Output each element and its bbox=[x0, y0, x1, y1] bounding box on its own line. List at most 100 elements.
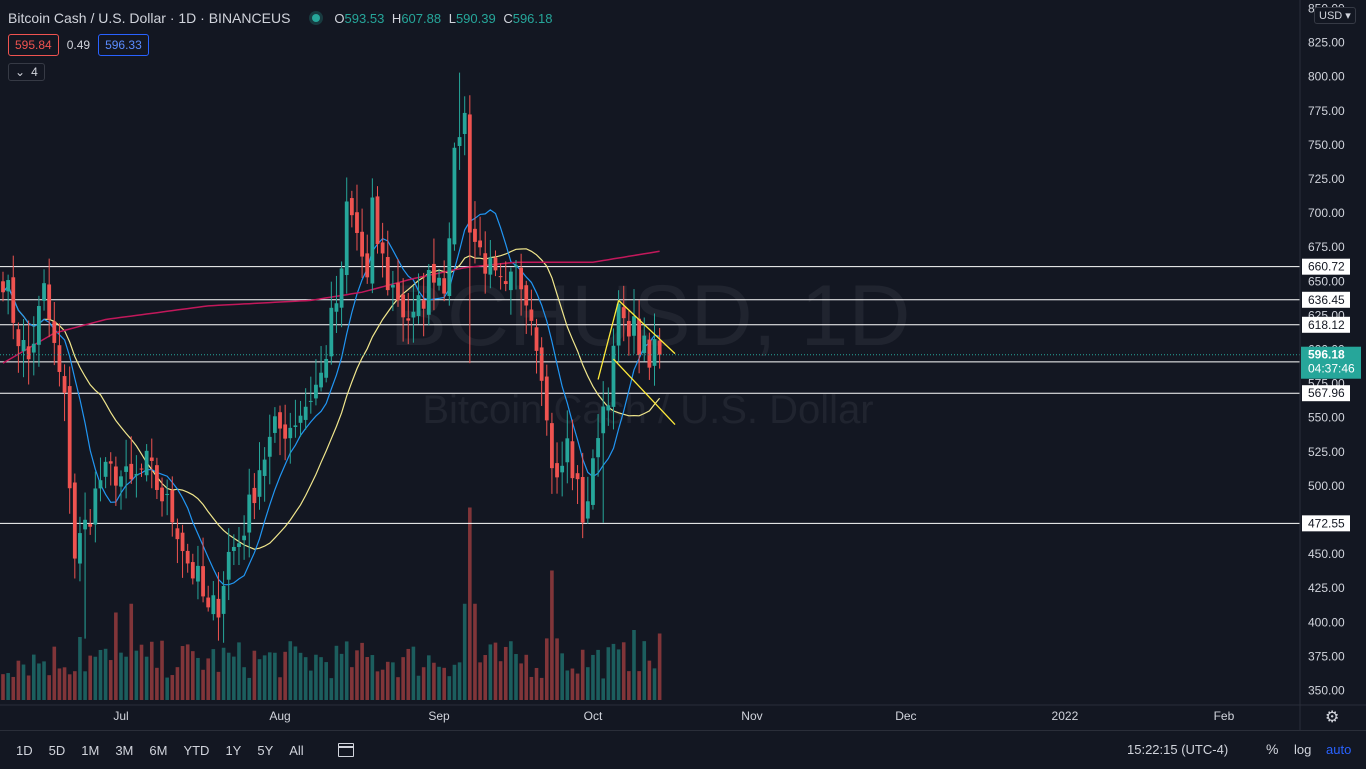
volume-bar bbox=[406, 648, 411, 700]
candle-body bbox=[237, 543, 241, 548]
candle-body bbox=[637, 318, 642, 356]
y-tick-label: 550.00 bbox=[1308, 411, 1345, 425]
y-tick-label: 700.00 bbox=[1308, 206, 1345, 220]
x-tick-label: Nov bbox=[741, 709, 762, 723]
candle-body bbox=[1, 281, 5, 293]
volume-bar bbox=[462, 603, 467, 700]
symbol-title[interactable]: Bitcoin Cash / U.S. Dollar · 1D · BINANC… bbox=[8, 10, 291, 26]
candle-body bbox=[611, 345, 616, 407]
candle-body bbox=[144, 450, 149, 476]
volume-bar bbox=[237, 642, 241, 700]
volume-bar bbox=[26, 675, 31, 700]
y-tick-label: 525.00 bbox=[1308, 445, 1345, 459]
sell-price-button[interactable]: 595.84 bbox=[8, 34, 59, 56]
level-label-box bbox=[1302, 316, 1350, 333]
candle-body bbox=[539, 347, 544, 381]
candle-body bbox=[6, 280, 11, 292]
candle-body bbox=[642, 335, 647, 354]
log-toggle[interactable]: log bbox=[1294, 742, 1312, 757]
indicators-toggle[interactable]: ⌄ 4 bbox=[8, 63, 45, 81]
candle-body bbox=[267, 436, 272, 457]
volume-bar bbox=[642, 641, 647, 700]
volume-bar bbox=[216, 671, 221, 700]
candle-body bbox=[324, 358, 329, 378]
buy-price-button[interactable]: 596.33 bbox=[98, 34, 149, 56]
candle-body bbox=[647, 339, 652, 368]
percent-toggle[interactable]: % bbox=[1266, 741, 1279, 757]
volume-bar bbox=[370, 655, 375, 700]
candle-body bbox=[190, 562, 195, 579]
volume-bar bbox=[114, 612, 118, 700]
timeframe-3m[interactable]: 3M bbox=[115, 742, 134, 758]
candle-body bbox=[88, 524, 93, 527]
auto-toggle[interactable]: auto bbox=[1326, 742, 1352, 757]
y-tick-label: 400.00 bbox=[1308, 615, 1345, 629]
volume-bar bbox=[37, 663, 41, 700]
volume-bar bbox=[580, 649, 585, 700]
candle-body bbox=[155, 465, 159, 490]
volume-bar bbox=[365, 657, 370, 700]
candle-body bbox=[108, 461, 113, 464]
timeframe-ytd[interactable]: YTD bbox=[183, 742, 210, 758]
candle-body bbox=[370, 197, 375, 284]
level-label-box bbox=[1302, 515, 1350, 532]
indicators-count: 4 bbox=[31, 65, 38, 79]
candle-body bbox=[83, 519, 87, 530]
flag-lower-line bbox=[612, 358, 676, 425]
volume-bar bbox=[98, 649, 103, 700]
volume-bar bbox=[452, 664, 457, 700]
gear-icon[interactable]: ⚙ bbox=[1325, 709, 1340, 726]
timeframe-1m[interactable]: 1M bbox=[81, 742, 100, 758]
y-tick-label: 500.00 bbox=[1308, 479, 1345, 493]
timeframe-6m[interactable]: 6M bbox=[149, 742, 168, 758]
candle-body bbox=[349, 198, 354, 216]
candles bbox=[1, 72, 662, 643]
spread-value: 0.49 bbox=[66, 38, 91, 52]
candle-body bbox=[570, 441, 575, 479]
timeframe-1d[interactable]: 1D bbox=[16, 742, 33, 758]
candle-body bbox=[560, 465, 565, 473]
volume-bar bbox=[185, 644, 190, 700]
volume-bar bbox=[426, 655, 431, 700]
volume-bar bbox=[488, 644, 493, 700]
candle-body bbox=[416, 295, 421, 316]
volume-bar bbox=[211, 649, 216, 700]
candle-body bbox=[201, 566, 205, 597]
timeframe-1y[interactable]: 1Y bbox=[225, 742, 242, 758]
volume-bar bbox=[473, 603, 477, 700]
candle-body bbox=[483, 253, 488, 274]
volume-bar bbox=[437, 666, 441, 700]
volume-bar bbox=[421, 667, 426, 700]
volume-bar bbox=[503, 646, 508, 700]
volume-bar bbox=[647, 660, 652, 700]
currency-select[interactable]: USD ▾ bbox=[1314, 7, 1356, 24]
candle-body bbox=[196, 565, 200, 582]
volume-bar bbox=[514, 654, 518, 700]
candle-body bbox=[37, 306, 41, 345]
timeframe-all[interactable]: All bbox=[289, 742, 304, 758]
calendar-icon[interactable] bbox=[337, 743, 354, 757]
volume-bar bbox=[632, 630, 636, 700]
volume-bar bbox=[262, 655, 267, 700]
timeframe-5y[interactable]: 5Y bbox=[257, 742, 274, 758]
candle-body bbox=[62, 376, 67, 393]
level-label-box bbox=[1302, 258, 1350, 275]
volume-bar bbox=[432, 662, 436, 700]
candle-body bbox=[257, 470, 262, 497]
timeframe-5d[interactable]: 5D bbox=[48, 742, 66, 758]
y-tick-label: 800.00 bbox=[1308, 70, 1345, 84]
chart-legend: Bitcoin Cash / U.S. Dollar · 1D · BINANC… bbox=[8, 8, 556, 28]
candle-body bbox=[31, 343, 36, 353]
candle-body bbox=[432, 263, 436, 283]
flag-upper-line bbox=[618, 299, 676, 355]
volume-bar bbox=[380, 669, 385, 700]
candle-body bbox=[288, 427, 293, 439]
clock[interactable]: 15:22:15 (UTC-4) bbox=[1127, 742, 1229, 757]
candle-body bbox=[344, 201, 349, 276]
candle-body bbox=[457, 137, 462, 146]
volume-bar bbox=[119, 652, 123, 700]
volume-bar bbox=[226, 652, 231, 700]
volume-bar bbox=[314, 654, 318, 700]
currency-value: USD bbox=[1319, 10, 1343, 22]
